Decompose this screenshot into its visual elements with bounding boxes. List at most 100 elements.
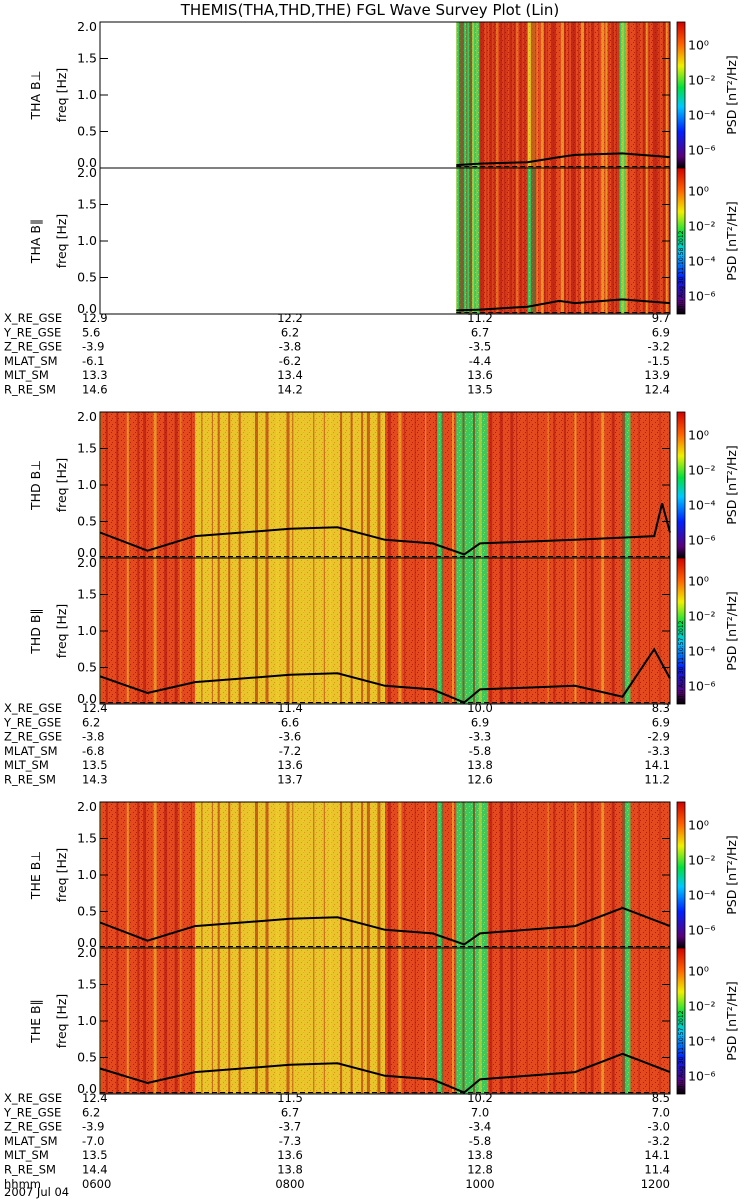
streak	[190, 412, 192, 558]
streak	[510, 412, 514, 558]
streak	[573, 168, 576, 314]
streak	[329, 412, 332, 558]
spectral-band	[622, 558, 631, 704]
streak	[217, 558, 220, 704]
spectral-band	[195, 802, 385, 948]
streak	[649, 802, 650, 948]
streak	[366, 412, 370, 558]
streak	[425, 802, 427, 948]
streak	[561, 22, 564, 168]
panels-group: 0.0 0.5 1.0 1.5 2.0 THA B⊥ freq [Hz] 10⁰ 10⁻² 10⁻…	[28, 19, 739, 1096]
streak	[568, 22, 570, 168]
streak	[578, 22, 580, 168]
ephemeris-value: -7.2	[279, 744, 301, 758]
streak	[573, 22, 576, 168]
streak	[366, 802, 370, 948]
streak	[526, 168, 528, 314]
streak	[642, 168, 646, 314]
ephemeris-value: 12.6	[467, 773, 493, 787]
ephemeris-value: 13.3	[82, 368, 108, 382]
streak	[615, 168, 618, 314]
spectral-band	[622, 412, 631, 558]
ephemeris-value: 10.2	[467, 1091, 493, 1105]
ephemeris-value: 13.8	[467, 758, 493, 772]
ephemeris-block-THA: X_RE_GSE 12.9 12.2 11.2 9.7 Y_RE_GSE 5.6 6.2 6.7…	[3, 311, 670, 397]
streak	[482, 22, 485, 168]
ephemeris-value: -3.0	[648, 1120, 670, 1134]
streak	[116, 948, 119, 1094]
streak	[519, 168, 523, 314]
ephemeris-value: -2.9	[648, 730, 670, 744]
streak	[350, 558, 353, 704]
ephemeris-label: Z_RE_GSE	[4, 340, 62, 354]
ephemeris-label: R_RE_SM	[4, 773, 56, 787]
streak	[323, 558, 325, 704]
ephemeris-value: 13.6	[467, 368, 493, 382]
streak	[648, 22, 650, 168]
streak	[581, 22, 585, 168]
streak	[571, 168, 575, 314]
streak	[499, 168, 503, 314]
colorbar-tick-label: 10⁻⁶	[688, 142, 716, 157]
streak	[546, 22, 548, 168]
ephemeris-value: 10.0	[467, 701, 493, 715]
colorbar-tick-label: 10⁻²	[688, 218, 716, 233]
streak	[574, 802, 577, 948]
streak	[398, 558, 402, 704]
streak	[302, 558, 304, 704]
ephemeris-label: MLAT_SM	[4, 1134, 58, 1148]
streak	[605, 22, 608, 168]
ephemeris-value: 12.4	[82, 1091, 108, 1105]
streak	[211, 802, 213, 948]
ephemeris-value: 1000	[465, 1177, 494, 1191]
ephemeris-value: 6.2	[82, 715, 100, 729]
streak	[516, 948, 518, 1094]
streak	[469, 168, 473, 314]
streak	[228, 558, 231, 704]
streak	[153, 558, 157, 704]
colorbar-label: PSD [nT²/Hz]	[724, 55, 739, 135]
streak	[292, 802, 294, 948]
streak	[292, 412, 294, 558]
freq-tick-label: 0.0	[77, 301, 97, 316]
streak	[659, 948, 661, 1094]
ephemeris-value: 11.4	[277, 701, 303, 715]
freq-tick-label: 0.0	[77, 691, 97, 706]
cyclotron-frequency-line	[456, 152, 671, 167]
streak	[611, 168, 615, 314]
streak	[649, 412, 650, 558]
streak	[553, 168, 556, 314]
streak	[361, 412, 364, 558]
streak	[404, 412, 406, 558]
ephemeris-value: 1200	[641, 1177, 670, 1191]
streak	[435, 558, 437, 704]
streak	[153, 948, 157, 1094]
spectral-band	[456, 558, 488, 704]
streak	[601, 168, 605, 314]
ephemeris-value: -3.8	[82, 730, 104, 744]
streak	[543, 168, 546, 314]
ephemeris-value: 13.4	[277, 368, 303, 382]
ephemeris-value: -3.7	[279, 1120, 301, 1134]
colorbar	[676, 801, 686, 949]
streak	[387, 558, 391, 704]
streak	[398, 802, 402, 948]
streak	[286, 412, 290, 558]
figure-title: THEMIS(THA,THD,THE) FGL Wave Survey Plot…	[180, 1, 559, 19]
streak	[601, 412, 605, 558]
streak	[537, 412, 539, 558]
streak	[605, 168, 608, 314]
streak	[543, 22, 546, 168]
streak	[523, 168, 526, 314]
cyclotron-frequency-line	[99, 1052, 671, 1094]
streak	[398, 948, 402, 1094]
streak	[526, 22, 528, 168]
streak	[540, 22, 544, 168]
streak	[574, 948, 577, 1094]
ephemeris-value: 8.5	[652, 1091, 670, 1105]
spectral-band	[195, 948, 385, 1094]
colorbar-tick-label: 10⁻⁴	[688, 107, 716, 122]
streak	[568, 168, 570, 314]
run-timestamp: Thu Aug 30 11:10:57 2012	[678, 1010, 685, 1092]
